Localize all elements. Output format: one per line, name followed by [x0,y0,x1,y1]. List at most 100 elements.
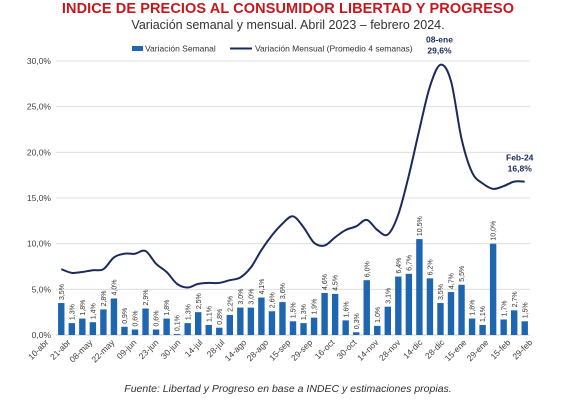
chart-title: INDICE DE PRECIOS AL CONSUMIDOR LIBERTAD… [61,1,515,17]
bar [374,325,381,335]
bar [163,318,170,335]
bar-value-label: 2,2% [227,296,234,312]
bar-value-labels: 3,5%1,3% 1,8% 1,4%2,8%4,0%0,9% 0,6%2,9%0,6%… [59,216,529,331]
bar-value-label: 4,1% [259,279,266,295]
bar-value-label: 6,0% [364,261,371,277]
bar-value-label: 1,9% [312,299,319,315]
bar [384,306,391,335]
bar [68,323,75,335]
bar [142,308,149,335]
x-tick-label: 14-jul [183,337,205,359]
bar [500,319,507,335]
bar [521,321,528,335]
bar [479,324,486,335]
annotation-value: 16,8% [508,164,533,174]
x-tick-label: 16-oct [313,337,337,361]
x-tick-label: 14-nov [355,337,381,363]
bar-value-label: 2,9% [143,290,150,306]
bar-value-label: 4,0% [112,279,119,295]
bar-value-label: 10,5% [417,216,424,236]
y-tick-label: 20,0% [27,147,52,157]
bar [353,332,360,335]
bar-value-label: 1,6% [343,301,350,317]
bar-value-label: 1,8% [470,300,477,316]
bar-value-label: 2,6% [270,292,277,308]
y-axis: 0,0% 5,0% 10,0% 15,0% 20,0% 25,0% 30,0% [27,56,52,340]
bar [416,239,423,335]
bar-value-label: 2,5% [196,293,203,309]
bar [447,292,455,335]
legend: Variación Semanal Variación Mensual (Pro… [132,44,413,54]
bar-value-label: 6,7% [406,255,413,271]
legend-line-label: Variación Mensual (Promedio 4 semanas) [255,44,413,54]
bar-value-label: 2,8% [101,290,108,306]
bar [426,278,434,335]
bar [121,326,128,335]
bar-value-label: 6,2% [428,259,435,275]
x-tick-label: 14-dic [401,337,425,361]
bar-value-label: 1,5% [522,302,529,318]
source-note: Fuente: Libertad y Progreso en base a IN… [124,383,452,395]
bar-value-label: 0,1% [175,315,182,331]
bar-value-label: 3,1% [385,288,392,304]
bar-value-label: 0,6% [154,311,161,327]
bar [437,303,444,335]
bar [89,322,97,335]
bar-value-label: 6,4% [396,258,403,274]
x-tick-label: 09-jun [115,337,139,361]
x-tick-label: 14-ago [223,337,249,363]
bar [226,314,233,335]
annotation-label: 08-ene [426,35,453,45]
x-tick-label: 29-feb [510,337,534,361]
bar [331,293,339,335]
bar-value-label: 3,5% [59,284,66,300]
bar [468,318,476,335]
y-tick-label: 30,0% [27,56,52,66]
legend-bar-label: Variación Semanal [145,44,216,54]
x-tick-label: 30-jun [159,337,183,361]
bar [247,307,255,335]
bar-value-label: 3,6% [280,283,287,299]
x-tick-label: 28-ago [245,337,271,363]
bar-value-label: 4,6% [322,274,329,290]
bar [405,273,413,335]
chart-subtitle: Variación semanal y mensual. Abril 2023 … [131,18,445,32]
bar-value-label: 3,0% [248,289,255,305]
bar [152,329,160,335]
monthly-line [60,63,525,289]
bar [300,323,307,335]
bar-value-label: 2,7% [512,291,519,307]
bar-value-label: 4,5% [333,275,340,291]
y-tick-label: 10,0% [27,239,52,249]
bar [489,243,497,335]
bar-value-label: 1,4% [90,303,97,319]
x-tick-label: 10-abr [26,337,51,362]
bar-value-label: 1,8% [80,300,87,316]
x-tick-label: 08-may [67,337,95,365]
bar-value-label: 4,7% [449,273,456,289]
y-tick-label: 25,0% [27,102,52,112]
y-tick-label: 5,0% [32,284,52,294]
bar-value-label: 5,5% [459,266,466,282]
bar [268,311,276,335]
bar [110,298,118,335]
bar [195,312,202,335]
line-series [60,63,525,289]
bar-value-label: 3,0% [238,289,245,305]
bar-value-label: 1,0% [375,307,382,323]
bar [395,276,402,335]
legend-bar-swatch [132,46,143,51]
bar-value-label: 0,6% [133,311,140,327]
bar-series [58,239,528,335]
bar-value-label: 1,1% [206,306,213,322]
bar-value-label: 1,3% [69,304,76,320]
y-tick-label: 0,0% [32,330,52,340]
bar-value-label: 1,3% [185,304,192,320]
bar [131,329,139,335]
bar [310,317,318,335]
bar [58,303,65,335]
bar-value-label: 0,3% [354,313,361,329]
bar-value-label: 3,5% [438,284,445,300]
